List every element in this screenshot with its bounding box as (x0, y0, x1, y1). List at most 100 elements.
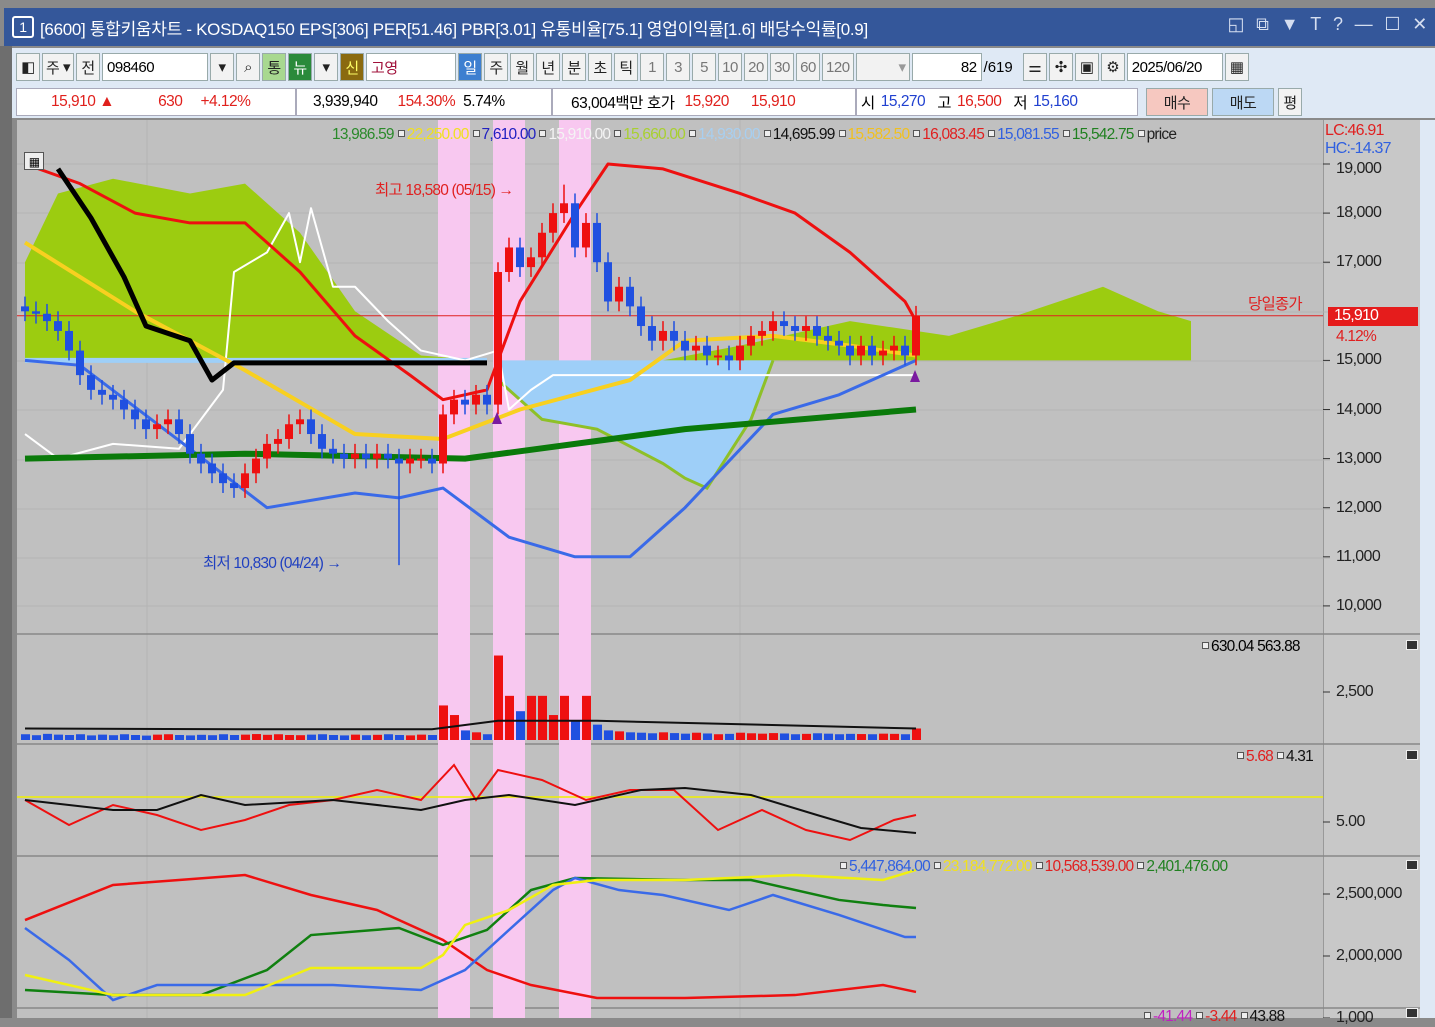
help-icon[interactable]: ? (1332, 14, 1343, 34)
window-controls: ◱ ⧉ ▼ T ? — ☐ ✕ (1227, 14, 1427, 35)
legend-value: 22,250.00 (406, 126, 470, 143)
legend-value: 5.68 (1246, 748, 1274, 765)
ind2-panel-close-icon[interactable] (1406, 750, 1418, 760)
interval-3[interactable]: 3 (666, 53, 691, 81)
black-line (55, 167, 487, 383)
interval-1[interactable]: 1 (640, 53, 665, 81)
buy-button[interactable]: 매수 (1146, 88, 1208, 116)
candle-body (582, 222, 590, 248)
save-icon[interactable]: ▣ (1074, 53, 1099, 81)
candle-body (175, 419, 183, 435)
legend-value: 16,083.45 (922, 126, 985, 143)
stock-code-value: 098460 (107, 58, 155, 76)
candle-add-icon[interactable]: ⚌ (1022, 53, 1047, 81)
candle-body (274, 438, 282, 444)
interval-20[interactable]: 20 (744, 53, 769, 81)
period-month[interactable]: 월 (510, 53, 535, 81)
legend-value: 4.31 (1285, 748, 1314, 765)
axis-tick-label: 2,500,000 (1336, 885, 1402, 902)
candle-body (483, 394, 491, 405)
volume-bar (549, 715, 558, 740)
volume-ratio: 154.30% (397, 93, 456, 110)
calendar-icon[interactable]: ▦ (1224, 53, 1249, 81)
volume-bar (252, 734, 261, 740)
tong-button[interactable]: 통 (262, 53, 287, 81)
volume-bar (43, 733, 52, 740)
bid-price: 15,910 (750, 93, 796, 110)
ind3-green-line (24, 876, 917, 997)
restore-icon[interactable]: ⧉ (1256, 14, 1269, 34)
candle-body (879, 350, 887, 356)
interval-60[interactable]: 60 (796, 53, 821, 81)
axis-tick-label: 17,000 (1336, 253, 1382, 271)
legend-marker (539, 130, 547, 137)
credit-button[interactable]: 신 (340, 53, 365, 81)
legend-marker (1237, 752, 1244, 759)
eval-button[interactable]: 평 (1278, 88, 1302, 116)
period-second[interactable]: 초 (588, 53, 613, 81)
highlight-band (559, 120, 591, 1018)
news-button[interactable]: 뉴 (288, 53, 313, 81)
volume-bar (879, 733, 888, 740)
volume-bar (318, 734, 327, 740)
scroll-strip[interactable] (1420, 120, 1435, 1018)
period-minute[interactable]: 분 (562, 53, 587, 81)
volume-bar (703, 733, 712, 740)
settings-icon[interactable]: ⚙ (1100, 53, 1125, 81)
volume-bar (538, 695, 547, 740)
candle-body (593, 222, 601, 263)
candle-body (505, 247, 513, 273)
search-icon[interactable]: ⌕ (236, 53, 261, 81)
layout-icon[interactable]: ◱ (1227, 14, 1245, 34)
ind4-legend: -41.44 -3.44 43.88 (1140, 1008, 1285, 1026)
period-week[interactable]: 주 (484, 53, 509, 81)
volume-panel-close-icon[interactable] (1406, 640, 1418, 650)
news-dropdown-icon[interactable]: ▾ (314, 53, 339, 81)
period-year[interactable]: 년 (536, 53, 561, 81)
font-icon[interactable]: T (1310, 14, 1321, 34)
minimize-icon[interactable]: — (1354, 14, 1373, 34)
close-label: 당일종가 (1248, 296, 1303, 313)
candle-body (560, 203, 568, 214)
volume-bar (65, 735, 74, 740)
interval-120[interactable]: 120 (822, 53, 854, 81)
legend-marker (689, 130, 696, 137)
panel-toggle-icon[interactable]: ◧ (16, 53, 40, 81)
close-icon[interactable]: ✕ (1412, 14, 1427, 34)
volume-bar (813, 733, 822, 740)
ind3-panel-close-icon[interactable] (1406, 860, 1418, 870)
period-tick[interactable]: 틱 (614, 53, 639, 81)
legend-marker (1035, 862, 1043, 869)
stock-code-input[interactable]: 098460 (102, 53, 209, 81)
ind4-panel-close-icon[interactable] (1406, 1008, 1418, 1018)
legend-marker (1137, 130, 1145, 137)
candle-body (142, 419, 150, 430)
interval-30[interactable]: 30 (770, 53, 795, 81)
volume-bar (340, 735, 349, 740)
volume-bar (714, 734, 723, 740)
code-dropdown-icon[interactable]: ▾ (210, 53, 235, 81)
axis-tick-label: 11,000 (1336, 547, 1381, 565)
prev-button[interactable]: 전 (76, 53, 101, 81)
legend-value: price (1146, 126, 1177, 143)
volume-bar (120, 734, 129, 740)
candle-body (780, 321, 788, 327)
custom-interval-select[interactable]: ▾ (855, 53, 910, 81)
interval-5[interactable]: 5 (692, 53, 717, 81)
candle-body (494, 272, 502, 405)
pin-icon[interactable]: ▼ (1280, 14, 1299, 34)
grid-table-icon[interactable]: ▦ (24, 152, 44, 170)
signal-arrow-icon (492, 412, 502, 424)
bar-count-input[interactable]: 82 (911, 53, 982, 81)
period-day[interactable]: 일 (458, 53, 483, 81)
candle-body (351, 453, 359, 459)
volume-bar (21, 734, 30, 740)
volume-bar (560, 695, 569, 740)
maximize-icon[interactable]: ☐ (1384, 14, 1401, 34)
indicator-add-icon[interactable]: ✣ (1048, 53, 1073, 81)
sell-button[interactable]: 매도 (1212, 88, 1274, 116)
interval-10[interactable]: 10 (718, 53, 743, 81)
market-select[interactable]: 주 ▾ (42, 53, 75, 81)
date-input[interactable]: 2025/06/20 (1126, 53, 1223, 81)
